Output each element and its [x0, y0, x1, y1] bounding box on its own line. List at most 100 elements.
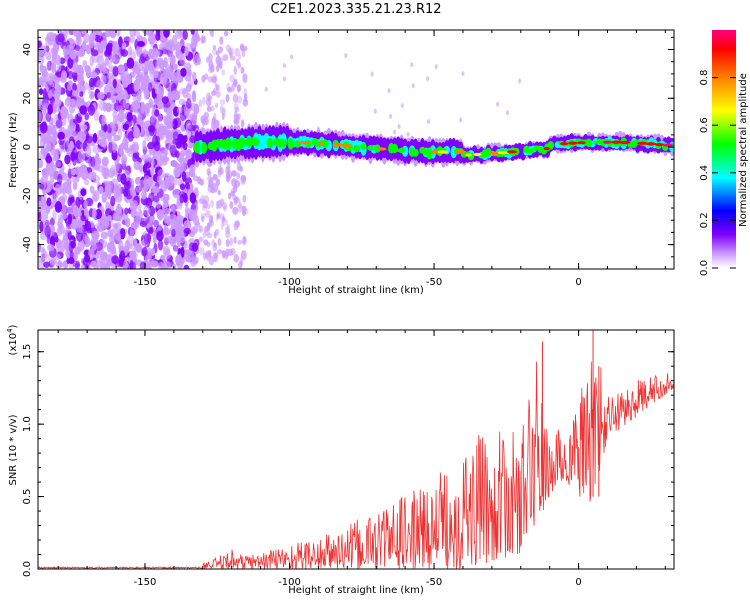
noise-blob	[55, 119, 63, 129]
noise-blob	[89, 55, 94, 67]
noise-blob	[156, 208, 164, 220]
noise-blob	[177, 133, 184, 141]
noise-blob	[74, 44, 81, 52]
noise-blob	[183, 264, 190, 269]
noise-blob	[234, 47, 240, 57]
noise-blob	[80, 215, 87, 222]
noise-blob	[121, 42, 127, 50]
noise-blob	[216, 213, 221, 220]
spectrogram-x-tick-label: -50	[426, 277, 442, 288]
noise-blob	[205, 56, 210, 63]
noise-blob	[400, 103, 404, 109]
noise-blob	[213, 87, 219, 94]
noise-blob	[133, 161, 141, 171]
noise-blob	[191, 112, 198, 122]
signal-hotspot	[341, 144, 353, 148]
noise-blob	[163, 100, 171, 109]
noise-blob	[137, 40, 145, 48]
noise-blob	[157, 113, 163, 123]
noise-blob	[56, 84, 62, 95]
noise-blob	[80, 124, 88, 131]
noise-blob	[202, 231, 207, 238]
noise-blob	[54, 236, 59, 243]
noise-blob	[109, 30, 117, 39]
noise-blob	[198, 99, 203, 108]
spectrogram-x-axis: -150 -100 -50 0	[57, 30, 666, 288]
noise-blob	[206, 167, 211, 176]
noise-blob	[176, 69, 181, 78]
noise-blob	[98, 218, 103, 230]
noise-blob	[208, 95, 213, 101]
noise-blob	[131, 247, 137, 260]
noise-blob	[389, 113, 393, 119]
noise-blob	[127, 46, 133, 56]
snr-y-axis: 0.0 0.5 1.0 1.5	[22, 344, 674, 577]
colorbar-tick-label: 0.6	[699, 117, 710, 133]
noise-blob	[135, 243, 143, 253]
noise-blob	[120, 142, 126, 150]
noise-blob	[172, 189, 181, 199]
noise-blob	[189, 192, 197, 204]
spectrogram-x-tick-label: 0	[575, 277, 581, 288]
noise-blob	[210, 199, 214, 208]
signal-hotspot	[318, 142, 325, 146]
signal-hotspot	[465, 153, 473, 157]
snr-y-label: SNR (10 * v/v)	[8, 414, 19, 485]
noise-blob	[208, 255, 215, 266]
noise-blob	[171, 228, 176, 238]
noise-blob	[72, 30, 79, 37]
noise-blob	[154, 123, 163, 130]
noise-blob	[140, 102, 145, 114]
noise-blob	[46, 60, 53, 72]
noise-blob	[109, 234, 115, 244]
noise-blob	[148, 205, 156, 216]
noise-blob	[157, 239, 164, 251]
noise-blob	[108, 167, 115, 179]
noise-blob	[52, 155, 58, 162]
noise-blob	[69, 140, 74, 150]
noise-blob	[92, 132, 98, 143]
noise-blob	[80, 30, 88, 35]
noise-blob	[145, 263, 152, 269]
noise-blob	[214, 228, 220, 236]
signal-hotspot	[497, 150, 510, 155]
signal-hotspot	[637, 141, 648, 145]
noise-blob	[67, 56, 74, 69]
noise-blob	[50, 193, 56, 203]
noise-blob	[190, 42, 197, 49]
noise-blob	[115, 192, 123, 203]
noise-blob	[164, 260, 172, 269]
noise-blob	[133, 79, 140, 92]
noise-blob	[234, 180, 241, 188]
noise-blob	[78, 90, 84, 98]
noise-blob	[66, 44, 74, 53]
noise-blob	[38, 183, 45, 190]
spectrogram-marks	[38, 30, 674, 269]
signal-hotspot	[654, 142, 665, 147]
noise-blob	[79, 129, 88, 137]
noise-blob	[151, 186, 160, 194]
noise-blob	[411, 83, 415, 89]
noise-blob	[107, 72, 114, 80]
noise-blob	[212, 173, 218, 181]
noise-blob	[152, 235, 157, 244]
noise-blob	[193, 103, 200, 115]
noise-blob	[117, 36, 123, 48]
noise-blob	[221, 216, 226, 223]
noise-blob	[68, 240, 74, 253]
noise-blob	[133, 210, 139, 217]
noise-blob	[129, 202, 138, 212]
noise-blob	[67, 71, 74, 80]
snr-series-line	[38, 361, 674, 569]
noise-blob	[115, 105, 123, 112]
noise-blob	[179, 161, 187, 174]
noise-blob	[100, 231, 108, 240]
noise-blob	[373, 108, 377, 114]
noise-blob	[109, 53, 116, 63]
noise-blob	[236, 113, 242, 120]
noise-blob	[115, 30, 121, 37]
noise-blob	[426, 76, 430, 82]
noise-blob	[410, 62, 414, 68]
noise-blob	[85, 44, 91, 55]
noise-blob	[212, 48, 218, 56]
